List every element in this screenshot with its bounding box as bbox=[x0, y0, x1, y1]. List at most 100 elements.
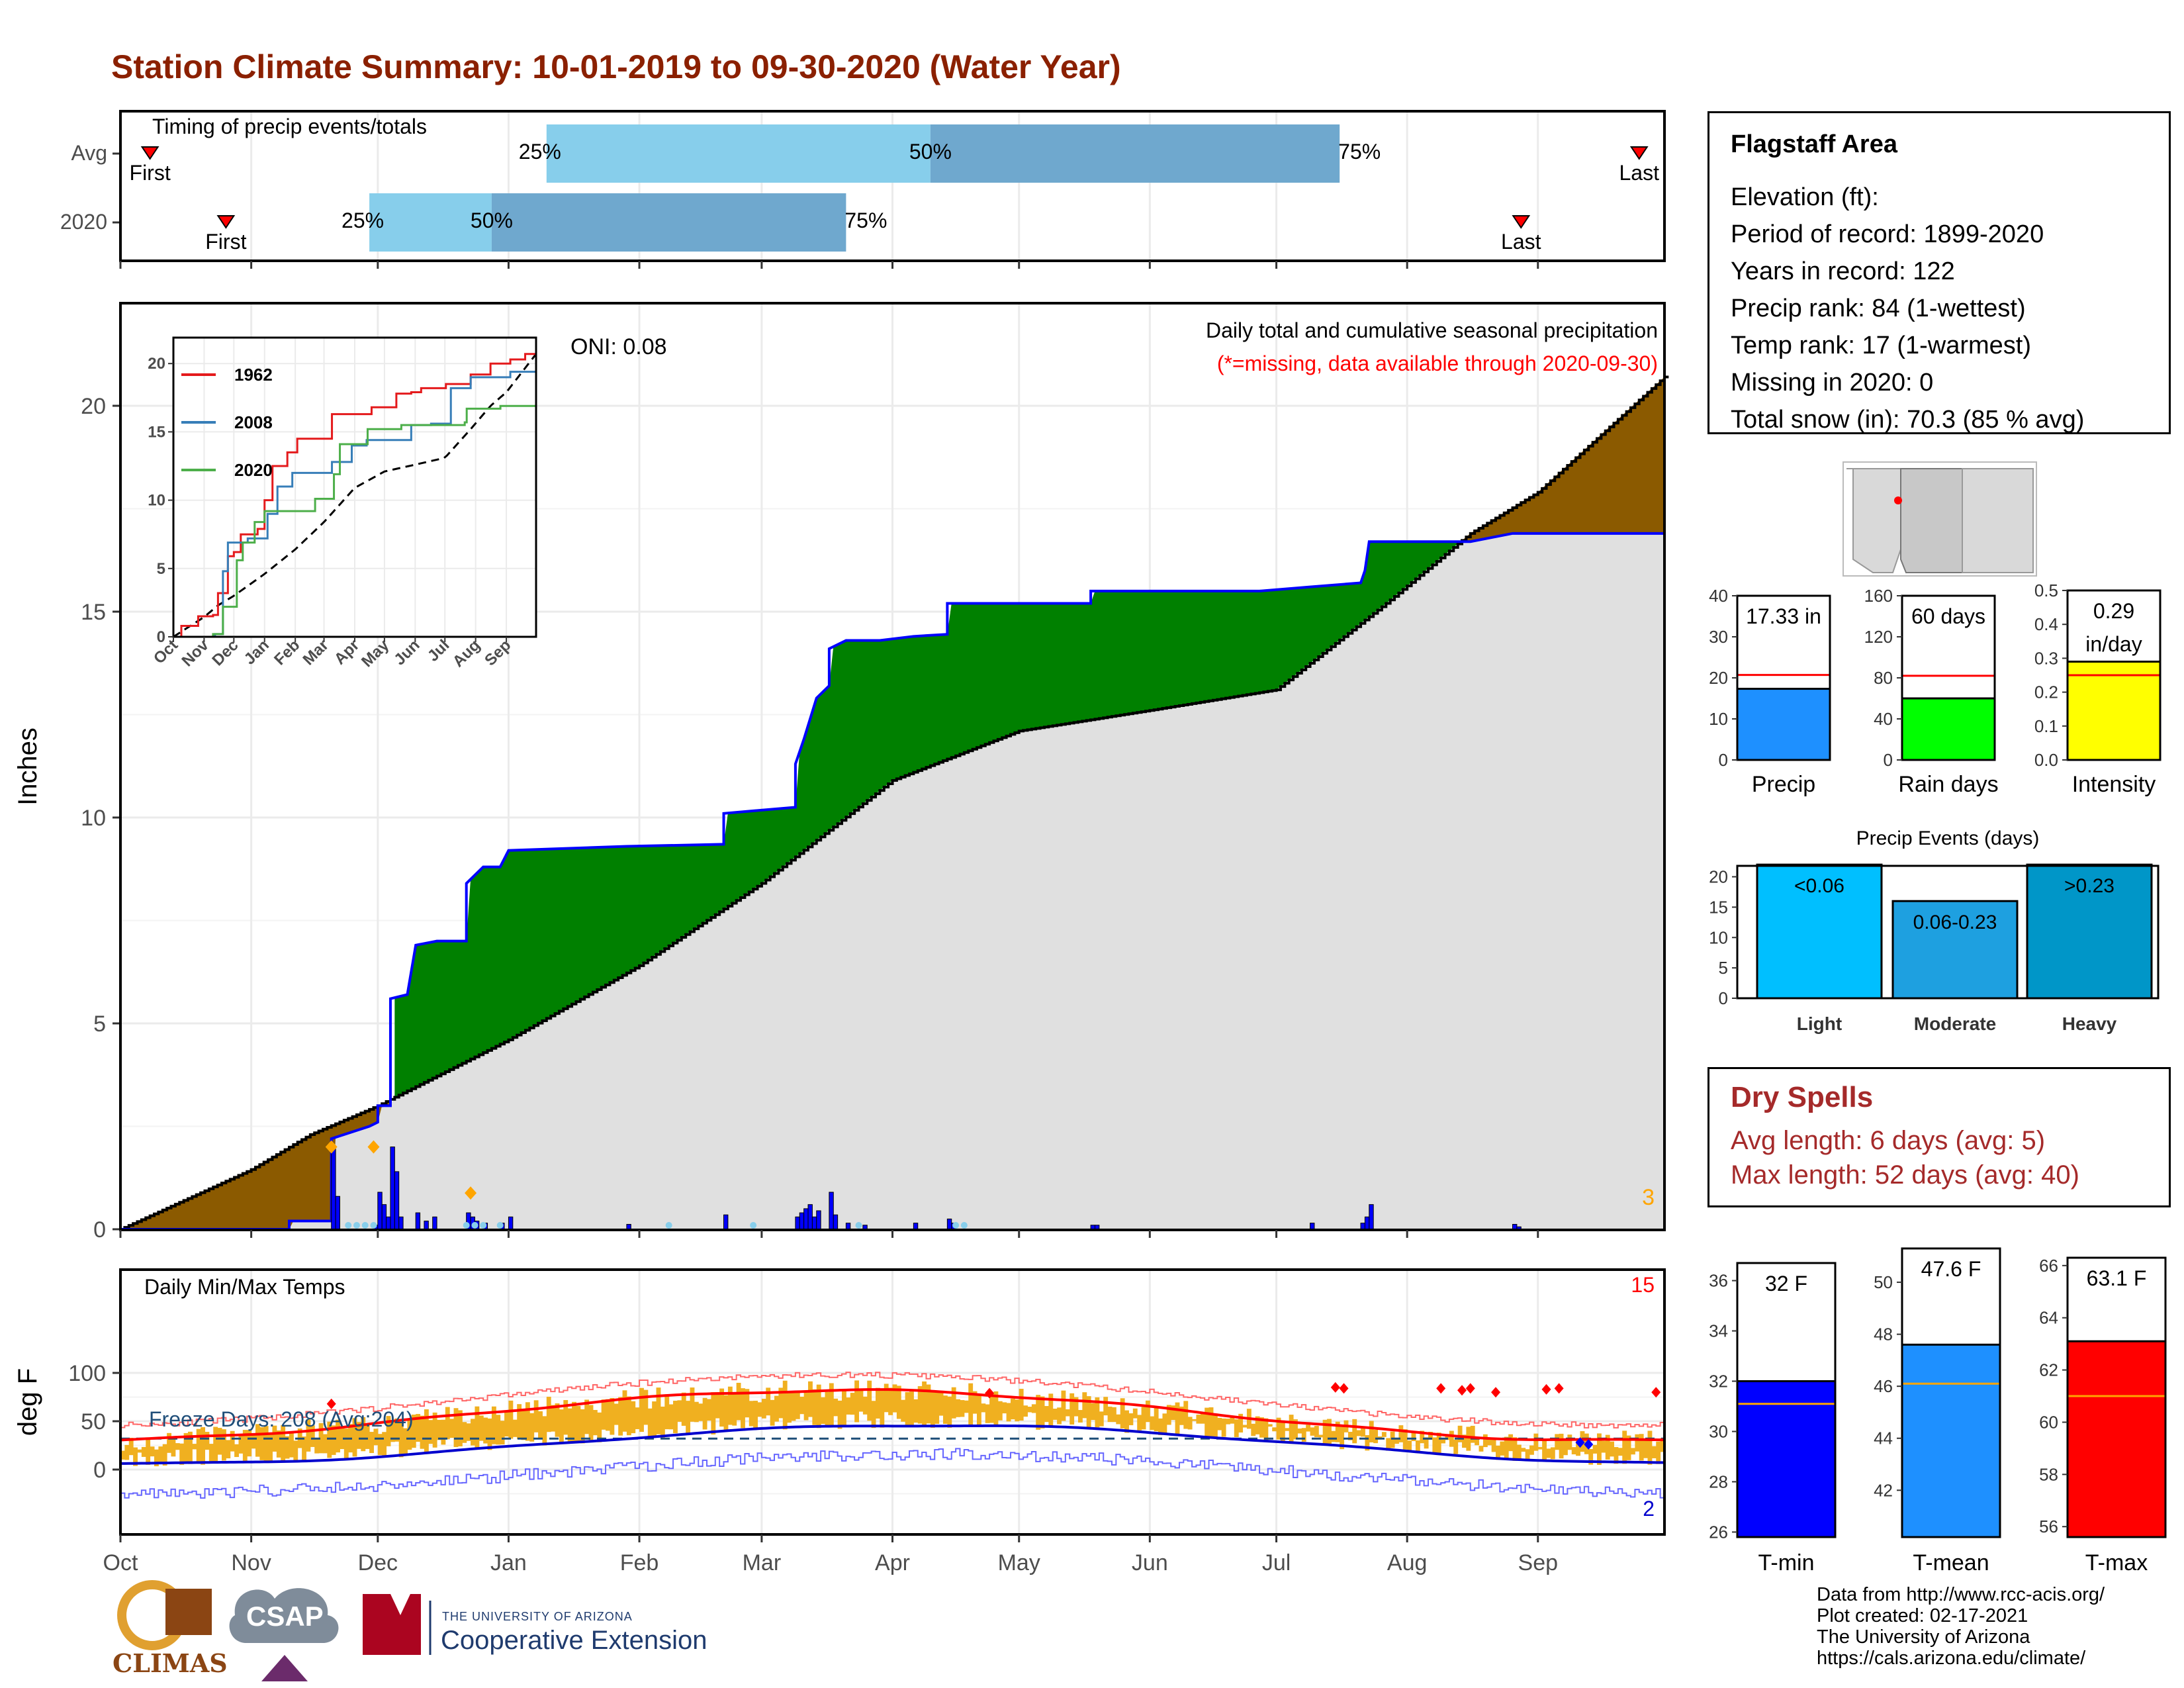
daily-temp-bar bbox=[146, 1439, 151, 1465]
oni-label: ONI: 0.08 bbox=[570, 334, 667, 359]
daily-temp-bar bbox=[795, 1391, 800, 1419]
daily-temp-bar bbox=[352, 1418, 357, 1457]
daily-temp-bar bbox=[1335, 1421, 1340, 1442]
daily-temp-bar bbox=[226, 1440, 231, 1459]
csap-logo-cloud bbox=[229, 1588, 339, 1643]
daily-temp-bar bbox=[1626, 1435, 1631, 1460]
daily-temp-bar bbox=[517, 1404, 522, 1440]
daily-temp-bar bbox=[1179, 1406, 1184, 1425]
daily-temp-bar bbox=[416, 1414, 421, 1442]
precip-y-tick-label: 15 bbox=[81, 600, 106, 625]
daily-precip-bar bbox=[331, 1147, 336, 1230]
daily-temp-bar bbox=[862, 1396, 868, 1415]
daily-temp-bar bbox=[816, 1384, 821, 1429]
daily-temp-bar bbox=[120, 1450, 125, 1460]
summary-bar-tick-label: 80 bbox=[1874, 668, 1893, 688]
credit-university: The University of Arizona bbox=[1817, 1626, 2030, 1648]
record-high-marker bbox=[1491, 1387, 1501, 1398]
daily-temp-bar bbox=[1276, 1417, 1281, 1440]
temp-summary-label: T-max bbox=[2085, 1550, 2148, 1575]
daily-temp-bar bbox=[1310, 1427, 1315, 1436]
daily-precip-bar bbox=[386, 1216, 391, 1230]
daily-temp-bar bbox=[1361, 1428, 1365, 1437]
daily-precip-bar bbox=[946, 1218, 952, 1230]
daily-temp-bar bbox=[141, 1446, 146, 1457]
record-high-line bbox=[120, 1372, 1664, 1429]
temp-summary-bar bbox=[1736, 1380, 1837, 1538]
daily-precip-bar bbox=[1310, 1223, 1315, 1230]
daily-temp-bar bbox=[1251, 1423, 1256, 1436]
daily-temp-bar bbox=[340, 1428, 345, 1450]
daily-precip-bar bbox=[913, 1223, 919, 1230]
summary-bar-tick-label: 0 bbox=[1719, 750, 1728, 770]
daily-temp-bar bbox=[158, 1446, 163, 1464]
daily-temp-bar bbox=[175, 1443, 180, 1450]
daily-temp-bar bbox=[1588, 1448, 1594, 1465]
daily-temp-bar bbox=[369, 1432, 374, 1454]
daily-temp-bar bbox=[1327, 1419, 1332, 1446]
daily-temp-bar bbox=[681, 1392, 686, 1426]
daily-temp-bar bbox=[1111, 1407, 1116, 1423]
daily-temp-bar bbox=[1162, 1413, 1167, 1434]
daily-temp-bar bbox=[1061, 1390, 1066, 1421]
daily-temp-bar bbox=[1369, 1421, 1374, 1442]
daily-temp-bar bbox=[302, 1436, 306, 1461]
daily-temp-bar bbox=[1158, 1418, 1163, 1435]
daily-temp-bar bbox=[803, 1392, 809, 1421]
daily-temp-bar bbox=[1226, 1419, 1230, 1425]
daily-temp-bar bbox=[673, 1401, 678, 1434]
trace-precip-marker bbox=[370, 1222, 377, 1229]
daily-temp-bar bbox=[1306, 1425, 1311, 1432]
timing-q50-label: 50% bbox=[909, 140, 952, 164]
credit-url: https://cals.arizona.edu/climate/ bbox=[1817, 1648, 2086, 1669]
daily-precip-bar bbox=[335, 1196, 340, 1230]
daily-temp-bar bbox=[1217, 1417, 1222, 1430]
record-low-marker bbox=[1584, 1439, 1594, 1450]
daily-temp-bar bbox=[1402, 1429, 1408, 1450]
temp-summary-tick-label: 64 bbox=[2039, 1308, 2058, 1328]
daily-temp-bar bbox=[1500, 1441, 1505, 1456]
daily-temp-bar bbox=[723, 1395, 729, 1431]
daily-temp-bar bbox=[1622, 1430, 1627, 1464]
ua-logo-small-text: THE UNIVERSITY OF ARIZONA bbox=[442, 1610, 633, 1623]
daily-temp-bar bbox=[1263, 1418, 1269, 1442]
temp-summary-tick-label: 48 bbox=[1874, 1325, 1893, 1344]
daily-temp-bar bbox=[1091, 1403, 1095, 1421]
temp-summary-value-label: 47.6 F bbox=[1921, 1257, 1981, 1281]
daily-temp-bar bbox=[858, 1389, 864, 1412]
daily-temp-bar bbox=[1124, 1410, 1129, 1433]
summary-bar-border bbox=[2066, 589, 2161, 761]
daily-temp-bar bbox=[398, 1422, 404, 1458]
daily-temp-bar bbox=[677, 1400, 682, 1422]
daily-temp-bar bbox=[1318, 1434, 1324, 1438]
daily-temp-bar bbox=[1322, 1419, 1328, 1446]
daily-temp-bar bbox=[525, 1402, 530, 1441]
daily-temp-bar bbox=[926, 1384, 931, 1424]
ua-logo-big-text: Cooperative Extension bbox=[441, 1626, 707, 1655]
daily-temp-bar bbox=[686, 1401, 691, 1434]
daily-precip-bar bbox=[390, 1147, 395, 1230]
daily-temp-bar bbox=[1479, 1446, 1484, 1452]
daily-temp-bar bbox=[829, 1383, 834, 1426]
daily-temp-bar bbox=[1052, 1409, 1058, 1420]
x-month-label: Jun bbox=[1132, 1550, 1168, 1575]
daily-temp-bar bbox=[1639, 1434, 1644, 1461]
daily-temp-bar bbox=[715, 1391, 720, 1419]
temp-summary-tick-label: 60 bbox=[2039, 1412, 2058, 1432]
map-state-east bbox=[1962, 468, 2034, 573]
daily-temp-bar bbox=[1280, 1420, 1285, 1443]
temp-panel-title: Daily Min/Max Temps bbox=[144, 1275, 345, 1299]
daily-temp-bar bbox=[390, 1421, 395, 1442]
daily-precip-bar bbox=[377, 1192, 383, 1230]
daily-temp-bar bbox=[774, 1395, 779, 1422]
events-tick-label: 15 bbox=[1709, 897, 1728, 917]
daily-temp-bar bbox=[1175, 1402, 1180, 1435]
daily-temp-bar bbox=[276, 1430, 281, 1458]
summary-bar-tick-label: 0.4 bbox=[2034, 614, 2058, 634]
daily-temp-bar bbox=[327, 1421, 332, 1458]
timing-last-label: Last bbox=[1619, 161, 1660, 185]
daily-precip-bar bbox=[803, 1208, 809, 1230]
daily-temp-bar bbox=[247, 1430, 252, 1457]
daily-temp-bar bbox=[1267, 1424, 1273, 1427]
temp-summary-tick-label: 36 bbox=[1709, 1271, 1728, 1291]
